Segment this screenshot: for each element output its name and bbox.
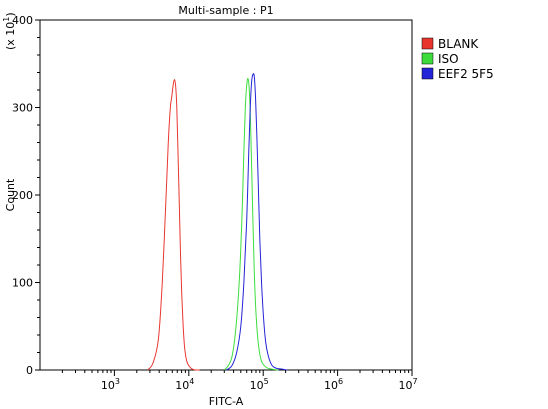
legend-label-eef2-5f5: EEF2 5F5	[438, 67, 494, 81]
plot-area	[39, 19, 413, 371]
y-tick-label: 300	[12, 102, 33, 115]
x-tick-base: 10	[250, 379, 264, 392]
y-multiplier-label: (x 101)	[2, 12, 17, 50]
y-tick-label: 0	[26, 364, 33, 377]
y-axis-label: Count	[4, 178, 17, 211]
series-line-blank	[147, 78, 200, 371]
y-multiplier-exponent: 1	[2, 17, 11, 22]
x-tick-base: 10	[175, 379, 189, 392]
chart-title: Multi-sample : P1	[178, 4, 273, 17]
x-tick-base: 10	[324, 379, 338, 392]
legend-swatch-blank	[421, 37, 434, 50]
histogram-curves	[147, 73, 288, 371]
series-line-iso	[223, 78, 279, 371]
x-tick-exponent: 6	[338, 377, 343, 386]
y-tick-label: 400	[12, 14, 33, 27]
x-tick-label: 104	[175, 377, 194, 392]
legend-label-iso: ISO	[438, 52, 459, 66]
y-multiplier-prefix: (x 10	[4, 22, 17, 50]
x-tick-base: 10	[101, 379, 115, 392]
x-tick-label: 106	[324, 377, 343, 392]
legend-label-blank: BLANK	[438, 37, 479, 51]
x-tick-exponent: 5	[264, 377, 269, 386]
legend-swatch-iso	[421, 52, 434, 65]
y-axis: 0 100 200 300 400	[12, 14, 40, 377]
y-tick-label: 200	[12, 189, 33, 202]
y-tick-label: 100	[12, 277, 33, 290]
x-tick-exponent: 3	[115, 377, 120, 386]
legend-swatch-eef2-5f5	[421, 67, 434, 80]
x-tick-label: 105	[250, 377, 269, 392]
x-tick-exponent: 7	[412, 377, 417, 386]
x-tick-base: 10	[398, 379, 412, 392]
y-multiplier-close: )	[4, 12, 17, 16]
x-tick-label: 103	[101, 377, 120, 392]
x-axis: 103 104 105 106 107	[61, 370, 418, 392]
x-tick-exponent: 4	[189, 377, 194, 386]
x-axis-label: FITC-A	[209, 395, 244, 408]
x-tick-label: 107	[398, 377, 417, 392]
series-line-eef2-5f5	[226, 73, 288, 371]
